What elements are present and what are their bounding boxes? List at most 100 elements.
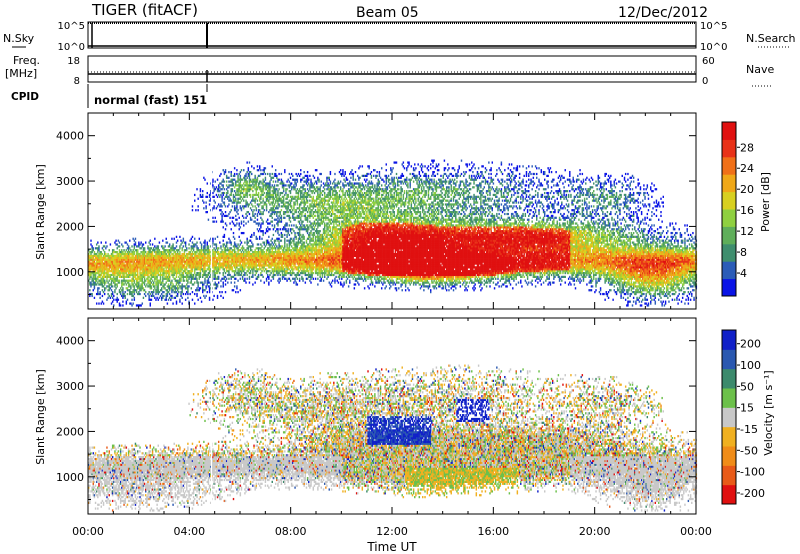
- power-cell: [150, 283, 151, 285]
- power-cell: [102, 289, 103, 291]
- power-cell: [93, 247, 94, 249]
- power-cell: [123, 274, 124, 276]
- power-cell: [140, 241, 141, 243]
- power-cell: [104, 283, 105, 285]
- power-cell: [94, 297, 95, 299]
- power-cell: [130, 287, 131, 289]
- power-cell: [132, 249, 133, 251]
- power-cell: [144, 289, 145, 291]
- power-cell: [96, 280, 97, 282]
- power-cell: [142, 302, 143, 304]
- power-cell: [112, 301, 113, 303]
- power-cell: [126, 249, 127, 251]
- power-cell: [90, 240, 91, 242]
- power-cell: [112, 285, 113, 287]
- power-cell: [142, 285, 143, 287]
- power-cell: [150, 304, 151, 306]
- power-cell: [135, 238, 136, 240]
- power-cell: [148, 295, 149, 297]
- power-cell: [109, 285, 110, 287]
- power-cell: [90, 276, 91, 278]
- power-cell: [106, 299, 107, 301]
- power-cell: [107, 297, 108, 299]
- power-cell: [137, 268, 138, 270]
- power-cell: [105, 241, 106, 243]
- power-cell: [107, 253, 108, 255]
- power-cell: [109, 249, 110, 251]
- nsky-tick-top-left: 10^5: [58, 21, 85, 32]
- power-cell: [132, 283, 133, 285]
- power-cell: [90, 243, 91, 245]
- power-cell: [134, 291, 135, 293]
- power-cell: [95, 276, 96, 278]
- power-cell: [135, 276, 136, 278]
- power-cell: [127, 287, 128, 289]
- power-cell: [96, 253, 97, 255]
- power-cell: [148, 276, 149, 278]
- power-cell: [98, 245, 99, 247]
- power-cell: [122, 291, 123, 293]
- power-cell: [122, 251, 123, 253]
- power-cell: [98, 272, 99, 274]
- power-cell: [137, 280, 138, 282]
- cpid-label: CPID: [11, 91, 39, 103]
- power-cell: [128, 249, 129, 251]
- power-cell: [117, 283, 118, 285]
- power-cell: [91, 245, 92, 247]
- power-cell: [158, 287, 159, 289]
- power-cell: [122, 289, 123, 291]
- power-cell: [123, 293, 124, 295]
- power-cell: [137, 251, 138, 253]
- power-cell: [154, 249, 155, 251]
- power-cell: [147, 293, 148, 295]
- power-cell: [130, 249, 131, 251]
- power-cell: [102, 283, 103, 285]
- power-cell: [117, 243, 118, 245]
- nsky-tick-bottom-right: 10^0: [700, 42, 727, 53]
- power-cell: [95, 282, 96, 284]
- power-cell: [131, 245, 132, 247]
- power-cell: [98, 287, 99, 289]
- power-cell: [148, 291, 149, 293]
- power-cell: [129, 251, 130, 253]
- power-cell: [96, 283, 97, 285]
- power-cell: [140, 304, 141, 306]
- power-cell: [132, 302, 133, 304]
- power-cell: [140, 289, 141, 291]
- power-cell: [98, 249, 99, 251]
- freq-tick-top-right: 60: [702, 56, 715, 67]
- power-cell: [118, 299, 119, 301]
- power-cell: [122, 287, 123, 289]
- power-cell: [105, 287, 106, 289]
- radar-summary-plot: TIGER (fitACF) Beam 05 12/Dec/2012 N.Sky…: [0, 0, 800, 554]
- power-cell: [117, 278, 118, 280]
- power-cell: [106, 266, 107, 268]
- power-cell: [114, 241, 115, 243]
- power-cell: [120, 274, 121, 276]
- power-cell: [124, 297, 125, 299]
- power-cell: [105, 257, 106, 259]
- power-cell: [152, 253, 153, 255]
- power-cell: [104, 280, 105, 282]
- power-cell: [137, 249, 138, 251]
- power-cell: [158, 293, 159, 295]
- power-cell: [120, 293, 121, 295]
- power-cell: [115, 287, 116, 289]
- power-cell: [153, 295, 154, 297]
- power-cell: [104, 270, 105, 272]
- power-cell: [115, 240, 116, 242]
- power-cell: [111, 289, 112, 291]
- power-cell: [137, 274, 138, 276]
- power-cell: [136, 289, 137, 291]
- power-cell: [142, 283, 143, 285]
- power-cell: [123, 283, 124, 285]
- power-cell: [153, 247, 154, 249]
- power-cell: [145, 264, 146, 266]
- power-cell: [144, 247, 145, 249]
- power-cell: [89, 261, 90, 263]
- nsky-panel: [88, 22, 696, 48]
- power-cell: [142, 245, 143, 247]
- power-cell: [153, 289, 154, 291]
- power-cell: [148, 297, 149, 299]
- power-cell: [143, 243, 144, 245]
